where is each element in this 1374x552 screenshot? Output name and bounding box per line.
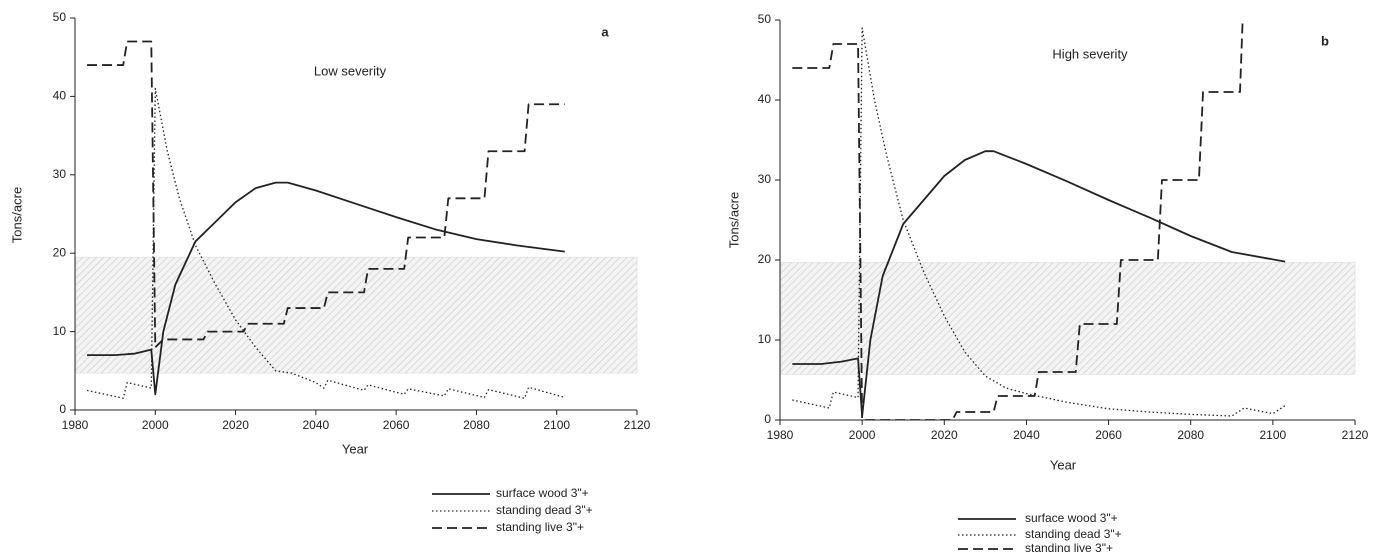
legend-label: surface wood 3"+ xyxy=(496,486,589,500)
x-tick-label: 1980 xyxy=(62,418,89,432)
y-tick-label: 50 xyxy=(758,12,772,26)
x-tick-label: 2060 xyxy=(383,418,410,432)
legend-label: standing dead 3"+ xyxy=(1025,527,1122,541)
x-tick-label: 2040 xyxy=(303,418,330,432)
y-tick-label: 20 xyxy=(758,252,772,266)
x-tick-label: 1980 xyxy=(767,428,794,442)
panel-label: a xyxy=(601,24,609,39)
plot-area xyxy=(86,40,565,399)
x-tick-label: 2060 xyxy=(1095,428,1122,442)
x-tick-label: 2100 xyxy=(1260,428,1287,442)
x-tick-label: 2040 xyxy=(1013,428,1040,442)
x-axis-label: Year xyxy=(342,441,369,456)
data-line xyxy=(792,27,1286,417)
shaded-range xyxy=(780,262,1356,375)
annotation: Low severity xyxy=(314,63,387,78)
legend-label: standing live 3"+ xyxy=(496,520,584,534)
y-tick-label: 0 xyxy=(59,402,66,416)
y-tick-label: 10 xyxy=(53,324,67,338)
data-line xyxy=(792,20,1244,420)
y-tick-label: 0 xyxy=(764,412,771,426)
x-tick-label: 2020 xyxy=(222,418,249,432)
plot-area xyxy=(792,20,1286,420)
x-tick-label: 2080 xyxy=(1177,428,1204,442)
y-tick-label: 30 xyxy=(53,167,67,181)
panel-label: b xyxy=(1321,33,1329,48)
x-tick-label: 2100 xyxy=(543,418,570,432)
legend-label: standing dead 3"+ xyxy=(496,503,593,517)
x-tick-label: 2120 xyxy=(624,418,651,432)
x-tick-label: 2020 xyxy=(931,428,958,442)
x-tick-label: 2120 xyxy=(1342,428,1369,442)
y-tick-label: 40 xyxy=(758,92,772,106)
y-axis-label: Tons/acre xyxy=(726,192,741,248)
y-tick-label: 30 xyxy=(758,172,772,186)
x-tick-label: 2080 xyxy=(463,418,490,432)
legend-label: standing live 3"+ xyxy=(1025,541,1113,552)
x-tick-label: 2000 xyxy=(849,428,876,442)
y-axis-label: Tons/acre xyxy=(9,187,24,243)
y-tick-label: 40 xyxy=(53,89,67,103)
y-tick-label: 20 xyxy=(53,245,67,259)
legend-label: surface wood 3"+ xyxy=(1025,511,1118,525)
shaded-range xyxy=(75,256,638,374)
y-tick-label: 10 xyxy=(758,332,772,346)
annotation: High severity xyxy=(1052,46,1128,61)
x-tick-label: 2000 xyxy=(142,418,169,432)
y-tick-label: 50 xyxy=(53,10,67,24)
x-axis-label: Year xyxy=(1050,457,1077,472)
